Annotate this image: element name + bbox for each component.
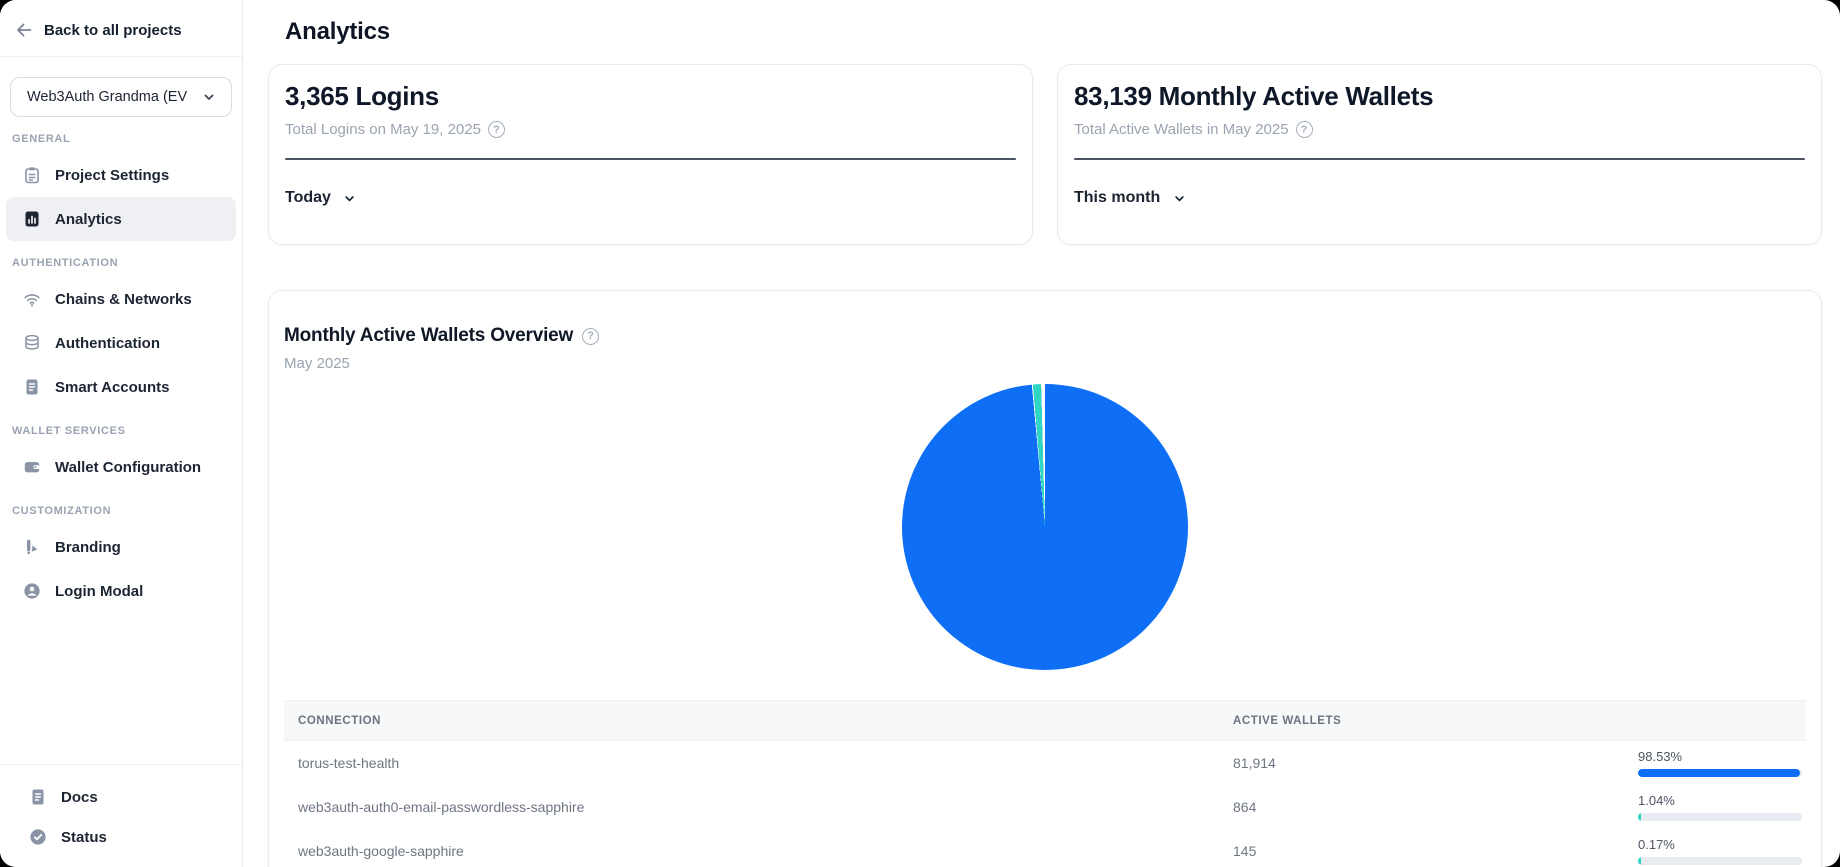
active-wallets-pie-chart[interactable] bbox=[902, 384, 1188, 670]
active-wallets-period-dropdown[interactable]: This month bbox=[1074, 188, 1189, 208]
overview-title-row: Monthly Active Wallets Overview ? bbox=[284, 325, 1806, 347]
section-label-customization: CUSTOMIZATION bbox=[12, 505, 112, 517]
sidebar-item-label: Project Settings bbox=[55, 166, 170, 184]
active-wallets-cell: 145 bbox=[1233, 843, 1257, 859]
sidebar: Back to all projects Web3Auth Grandma (E… bbox=[0, 0, 243, 867]
chevron-down-icon bbox=[199, 87, 219, 107]
sidebar-item-chains-networks[interactable]: Chains & Networks bbox=[6, 277, 236, 321]
active-wallets-stat-value: 83,139 Monthly Active Wallets bbox=[1074, 81, 1434, 111]
logins-stat-subtitle: Total Logins on May 19, 2025 ? bbox=[285, 121, 1016, 138]
sidebar-item-wallet-configuration[interactable]: Wallet Configuration bbox=[6, 445, 236, 489]
chevron-down-icon bbox=[1169, 188, 1189, 208]
project-selector-value: Web3Auth Grandma (EV bbox=[27, 89, 188, 105]
percent-label: 0.17% bbox=[1638, 837, 1675, 852]
help-icon[interactable]: ? bbox=[1295, 121, 1313, 138]
overview-subtitle: May 2025 bbox=[284, 355, 350, 372]
logins-stat-value: 3,365 Logins bbox=[285, 81, 439, 111]
database-icon bbox=[22, 333, 42, 353]
sidebar-item-label: Login Modal bbox=[55, 582, 144, 600]
page-title: Analytics bbox=[285, 18, 390, 45]
sidebar-item-authentication[interactable]: Authentication bbox=[6, 321, 236, 365]
percent-cell: 0.17% bbox=[1638, 837, 1806, 865]
section-label-authentication: AUTHENTICATION bbox=[12, 257, 119, 269]
sidebar-item-label: Wallet Configuration bbox=[55, 458, 202, 476]
stat-card-divider bbox=[1074, 158, 1805, 160]
active-wallets-stat-card: 83,139 Monthly Active Wallets Total Acti… bbox=[1057, 64, 1822, 245]
column-header-connection: CONNECTION bbox=[298, 714, 382, 727]
sidebar-item-status[interactable]: Status bbox=[12, 817, 230, 857]
sidebar-item-login-modal[interactable]: Login Modal bbox=[6, 569, 236, 613]
document-icon bbox=[22, 377, 42, 397]
stats-row: 3,365 Logins Total Logins on May 19, 202… bbox=[268, 64, 1822, 245]
active-wallets-cell: 81,914 bbox=[1233, 755, 1276, 771]
sidebar-item-label: Chains & Networks bbox=[55, 290, 192, 308]
help-icon[interactable]: ? bbox=[487, 121, 505, 138]
percent-cell: 98.53% bbox=[1638, 749, 1806, 777]
connection-cell: web3auth-google-sapphire bbox=[298, 843, 464, 859]
percent-bar-fill bbox=[1638, 857, 1641, 865]
percent-cell: 1.04% bbox=[1638, 793, 1806, 821]
help-icon[interactable]: ? bbox=[582, 327, 600, 345]
logins-period-dropdown[interactable]: Today bbox=[285, 188, 360, 208]
percent-bar-track bbox=[1638, 769, 1802, 777]
column-header-active-wallets: ACTIVE WALLETS bbox=[1233, 714, 1342, 727]
sidebar-item-branding[interactable]: Branding bbox=[6, 525, 236, 569]
sidebar-item-label: Branding bbox=[55, 538, 121, 556]
section-label-wallet-services: WALLET SERVICES bbox=[12, 425, 126, 437]
percent-bar-track bbox=[1638, 813, 1802, 821]
chevron-down-icon bbox=[340, 188, 360, 208]
sidebar-item-analytics[interactable]: Analytics bbox=[6, 197, 236, 241]
logins-stat-card: 3,365 Logins Total Logins on May 19, 202… bbox=[268, 64, 1033, 245]
sidebar-nav: GENERAL Project Settings Analytics AUTHE… bbox=[0, 117, 242, 613]
brush-icon bbox=[22, 537, 42, 557]
sidebar-footer: Docs Status bbox=[0, 764, 242, 867]
table-row[interactable]: web3auth-google-sapphire 145 0.17% bbox=[284, 829, 1806, 867]
sidebar-item-label: Analytics bbox=[55, 210, 122, 228]
sidebar-item-label: Smart Accounts bbox=[55, 378, 170, 396]
overview-title: Monthly Active Wallets Overview bbox=[284, 325, 574, 346]
active-wallets-cell: 864 bbox=[1233, 799, 1257, 815]
percent-bar-fill bbox=[1638, 813, 1641, 821]
arrow-left-icon bbox=[14, 20, 34, 40]
percent-bar-track bbox=[1638, 857, 1802, 865]
percent-bar-fill bbox=[1638, 769, 1800, 777]
percent-label: 1.04% bbox=[1638, 793, 1675, 808]
sidebar-item-smart-accounts[interactable]: Smart Accounts bbox=[6, 365, 236, 409]
sidebar-header: Back to all projects bbox=[0, 0, 242, 57]
table-row[interactable]: torus-test-health 81,914 98.53% bbox=[284, 741, 1806, 785]
pie-chart-wrap bbox=[284, 384, 1806, 670]
table-row[interactable]: web3auth-auth0-email-passwordless-sapphi… bbox=[284, 785, 1806, 829]
main-content: Analytics 3,365 Logins Total Logins on M… bbox=[243, 0, 1840, 867]
analytics-doc-icon bbox=[22, 209, 42, 229]
connection-cell: web3auth-auth0-email-passwordless-sapphi… bbox=[298, 799, 585, 815]
project-selector[interactable]: Web3Auth Grandma (EV bbox=[10, 77, 232, 117]
sidebar-item-label: Docs bbox=[61, 788, 98, 806]
percent-label: 98.53% bbox=[1638, 749, 1683, 764]
connections-table: CONNECTION ACTIVE WALLETS torus-test-hea… bbox=[284, 700, 1806, 867]
sidebar-item-label: Authentication bbox=[55, 334, 160, 352]
connection-cell: torus-test-health bbox=[298, 755, 400, 771]
overview-card: Monthly Active Wallets Overview ? May 20… bbox=[268, 290, 1822, 867]
document-icon bbox=[28, 787, 48, 807]
section-label-general: GENERAL bbox=[12, 133, 71, 145]
sidebar-item-project-settings[interactable]: Project Settings bbox=[6, 153, 236, 197]
clipboard-icon bbox=[22, 165, 42, 185]
user-circle-icon bbox=[22, 581, 42, 601]
back-to-projects-link[interactable]: Back to all projects bbox=[14, 20, 228, 40]
active-wallets-stat-subtitle: Total Active Wallets in May 2025 ? bbox=[1074, 121, 1805, 138]
table-header-row: CONNECTION ACTIVE WALLETS bbox=[284, 700, 1806, 741]
sidebar-item-docs[interactable]: Docs bbox=[12, 777, 230, 817]
stat-card-divider bbox=[285, 158, 1016, 160]
check-circle-icon bbox=[28, 827, 48, 847]
wallet-icon bbox=[22, 457, 42, 477]
signal-icon bbox=[22, 289, 42, 309]
sidebar-item-label: Status bbox=[61, 828, 107, 846]
back-link-label: Back to all projects bbox=[44, 21, 182, 39]
